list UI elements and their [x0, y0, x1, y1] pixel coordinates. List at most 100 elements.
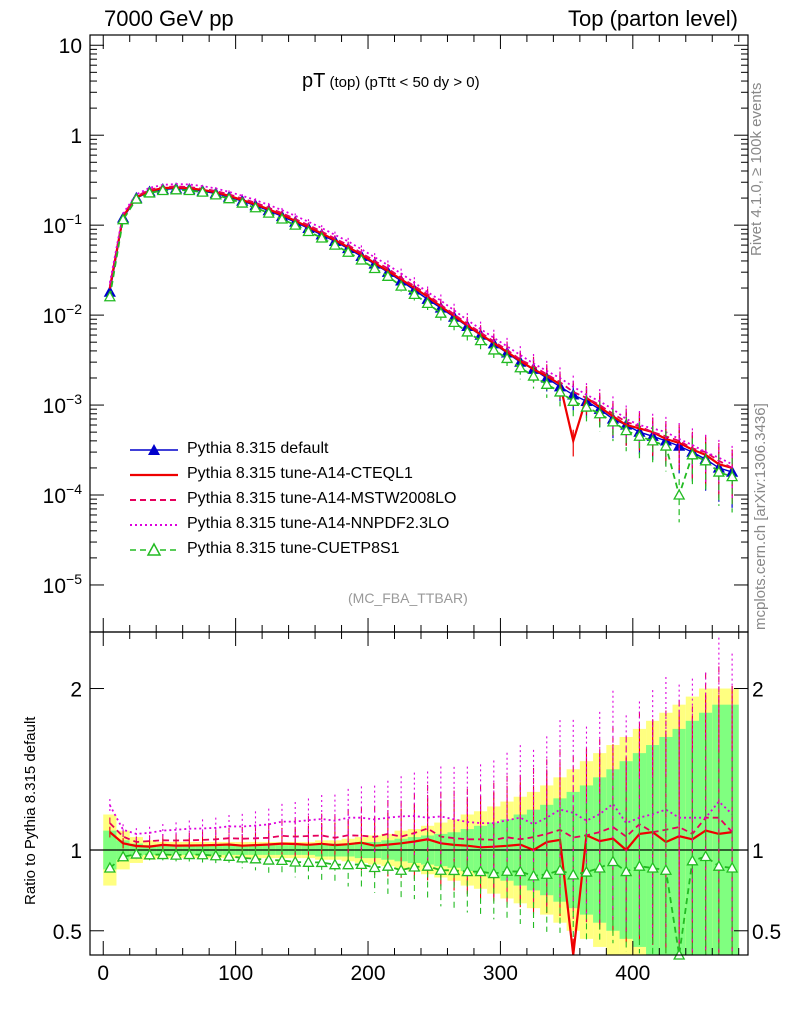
data-point	[712, 465, 725, 477]
y-tick-label: 1	[70, 125, 82, 148]
ratio-data-point	[461, 865, 474, 877]
ratio-data-point	[686, 854, 699, 866]
ratio-data-point	[633, 859, 646, 871]
ratio-data-point	[103, 861, 116, 873]
ratio-data-point	[289, 855, 302, 867]
ratio-data-point	[395, 863, 408, 875]
ratio-data-point	[553, 863, 567, 875]
data-point	[514, 361, 527, 373]
ratio-line-3	[109, 800, 733, 835]
ratio-y-tick-label: 0.5	[53, 921, 82, 944]
ratio-data-point	[699, 850, 712, 862]
ratio-data-point	[712, 859, 725, 871]
ratio-data-point	[527, 869, 540, 881]
data-point	[434, 306, 447, 318]
ratio-data-point	[606, 855, 620, 867]
ratio-data-point	[474, 865, 487, 877]
data-point	[659, 439, 673, 451]
ratio-data-point	[236, 851, 249, 863]
data-point	[249, 201, 262, 213]
data-point	[646, 434, 659, 446]
main-plot-area	[103, 182, 739, 523]
ratio-data-point	[368, 861, 381, 873]
data-point	[726, 470, 739, 482]
ratio-data-point	[302, 855, 315, 867]
data-point	[487, 343, 500, 355]
ratio-y-tick-label: 2	[70, 679, 82, 702]
data-point	[236, 196, 249, 208]
data-point	[103, 290, 116, 302]
y-tick-label: 10−5	[43, 571, 83, 598]
data-point	[474, 334, 487, 346]
y-tick-exponent: −2	[66, 301, 82, 317]
ratio-data-point	[116, 850, 130, 862]
ratio-data-point	[381, 859, 394, 871]
data-point	[620, 424, 633, 436]
legend-label: Pythia 8.315 tune-A14-MSTW2008LO	[187, 490, 457, 507]
data-point	[328, 238, 342, 250]
y-tick-label: 10−1	[43, 211, 83, 238]
analysis-tag: (MC_FBA_TTBAR)	[348, 590, 468, 606]
data-point	[500, 352, 514, 364]
ratio-frame	[89, 631, 749, 956]
ratio-data-point	[421, 859, 434, 871]
ratio-y-axis-label: Ratio to Pythia 8.315 default	[22, 716, 39, 905]
data-point	[368, 262, 381, 274]
ratio-data-point	[156, 848, 169, 860]
ratio-data-point	[646, 861, 659, 873]
ratio-data-point	[342, 858, 355, 870]
x-tick-label: 400	[615, 962, 650, 985]
process-label: Top (parton level)	[568, 6, 738, 31]
ratio-y-tick-label-right: 2	[752, 679, 764, 702]
ratio-data-point	[275, 854, 289, 866]
x-tick-label: 200	[351, 962, 386, 985]
ratio-y-tick-label-right: 0.5	[752, 921, 781, 944]
y-tick-exponent: −5	[66, 571, 82, 587]
data-point	[567, 394, 580, 406]
y-tick-label: 10−3	[43, 391, 83, 418]
data-point	[447, 316, 461, 328]
ratio-data-point	[487, 867, 500, 879]
data-point	[156, 184, 169, 196]
ratio-data-point	[183, 848, 196, 860]
ratio-data-point	[209, 849, 222, 861]
legend-label: Pythia 8.315 default	[187, 440, 329, 457]
plot-title-main: pT	[302, 70, 326, 92]
legend-label: Pythia 8.315 tune-A14-CTEQL1	[187, 465, 413, 482]
ratio-data-point	[514, 865, 527, 877]
data-point	[699, 454, 712, 466]
ratio-data-point	[169, 848, 183, 860]
x-tick-label: 100	[218, 962, 253, 985]
ratio-data-point	[315, 856, 328, 868]
y-tick-exponent: −4	[66, 481, 82, 497]
y-tick-exponent: −3	[66, 391, 82, 407]
plot-title-sub: (top) (pTtt < 50 dy > 0)	[325, 74, 480, 91]
data-point	[116, 213, 130, 225]
data-point	[275, 212, 289, 224]
rivet-version-label: Rivet 4.1.0, ≥ 100k events	[748, 82, 765, 256]
ratio-data-point	[580, 865, 593, 877]
plot-title: pT (top) (pTtt < 50 dy > 0)	[302, 70, 480, 93]
data-point	[302, 225, 315, 237]
ratio-plot-area	[90, 637, 748, 960]
ratio-line-2	[109, 816, 733, 843]
ratio-data-point	[408, 860, 421, 872]
data-point	[395, 279, 408, 291]
data-point	[130, 192, 143, 204]
data-point	[593, 407, 606, 419]
data-point	[143, 186, 156, 198]
ratio-data-point	[593, 861, 606, 873]
data-point	[169, 183, 183, 195]
data-point	[183, 184, 196, 196]
mcplots-label: mcplots.cern.ch [arXiv:1306.3436]	[752, 403, 769, 630]
y-tick-label: 10−2	[43, 301, 83, 328]
energy-label: 7000 GeV pp	[104, 6, 234, 31]
series-line-1	[108, 186, 733, 469]
ratio-data-point	[659, 863, 673, 875]
ratio-y-tick-label: 1	[70, 840, 82, 863]
data-point	[673, 488, 686, 500]
data-point	[209, 188, 222, 200]
data-point	[222, 192, 236, 204]
ratio-data-point	[196, 848, 209, 860]
